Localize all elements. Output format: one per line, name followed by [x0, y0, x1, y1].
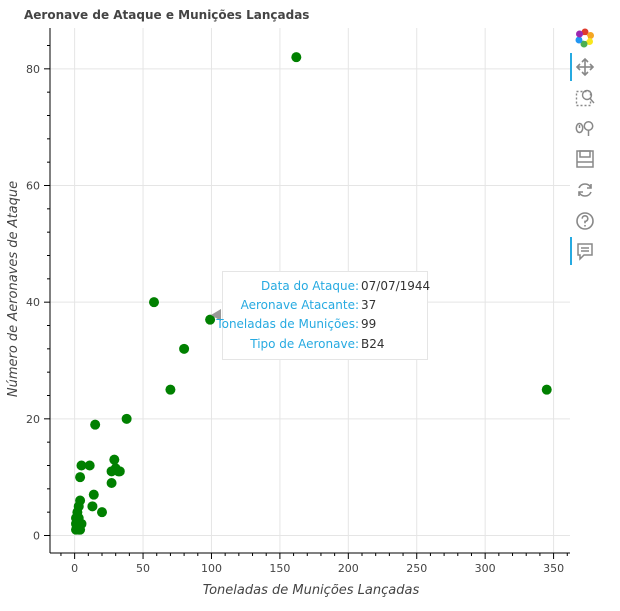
x-tick-label: 250 — [406, 562, 427, 575]
x-tick-label: 0 — [71, 562, 78, 575]
tooltip-key: Tipo de Aeronave: — [250, 337, 359, 351]
scatter-point[interactable] — [90, 419, 101, 430]
tooltip-key: Aeronave Atacante: — [240, 298, 359, 312]
pan-tool-icon[interactable] — [570, 53, 600, 81]
tooltip-row-type: Tipo de Aeronave: B24 — [223, 337, 429, 353]
scatter-point[interactable] — [149, 297, 159, 308]
scatter-point[interactable] — [179, 343, 190, 354]
scatter-point[interactable] — [75, 472, 86, 483]
bokeh-logo-icon[interactable] — [570, 24, 600, 52]
hover-tooltip: Data do Ataque: 07/07/1944 Aeronave Atac… — [216, 271, 431, 360]
tick-labels: 0 50 100 150 200 250 300 350 0 20 40 60 80 — [26, 63, 564, 575]
x-tick-label: 50 — [136, 562, 150, 575]
reset-tool-icon[interactable] — [570, 176, 600, 204]
y-tick-label: 0 — [33, 530, 40, 543]
scatter-point[interactable] — [97, 507, 107, 518]
x-tick-label: 300 — [475, 562, 496, 575]
y-tick-label: 20 — [26, 413, 40, 426]
scatter-point[interactable] — [165, 384, 176, 395]
y-tick-label: 80 — [26, 63, 40, 76]
chart-title: Aeronave de Ataque e Munições Lançadas — [24, 8, 309, 22]
x-tick-label: 350 — [543, 562, 564, 575]
scatter-point[interactable] — [87, 501, 98, 512]
tooltip-value: 37 — [361, 298, 377, 312]
y-axis-label: Número de Aeronaves de Ataque — [6, 181, 21, 397]
tooltip-row-tons: Toneladas de Munições: 99 — [216, 317, 429, 333]
tooltip-row-date: Data do Ataque: 07/07/1944 — [223, 279, 431, 295]
x-axis-label: Toneladas de Munições Lançadas — [203, 583, 420, 598]
scatter-point[interactable] — [88, 489, 99, 500]
scatter-point[interactable] — [541, 384, 552, 395]
save-tool-icon[interactable] — [570, 145, 600, 173]
y-tick-label: 40 — [26, 296, 40, 309]
scatter-point[interactable] — [72, 521, 83, 532]
tooltip-value: B24 — [361, 337, 385, 351]
x-tick-label: 200 — [338, 562, 359, 575]
tooltip-key: Data do Ataque: — [261, 279, 359, 293]
scatter-point[interactable] — [114, 466, 125, 477]
hover-tool-icon[interactable] — [570, 237, 600, 265]
tooltip-row-aircraft: Aeronave Atacante: 37 — [223, 298, 429, 314]
scatter-point[interactable] — [121, 413, 132, 424]
scatter-point[interactable] — [76, 460, 87, 471]
scatter-point[interactable] — [291, 52, 302, 63]
axes — [44, 28, 570, 559]
box-zoom-tool-icon[interactable] — [570, 84, 600, 112]
tooltip-value: 07/07/1944 — [361, 279, 431, 293]
y-tick-label: 60 — [26, 180, 40, 193]
help-tool-icon[interactable] — [570, 207, 600, 235]
scatter-point[interactable] — [109, 454, 120, 465]
x-tick-label: 150 — [269, 562, 290, 575]
scatter-point[interactable] — [106, 478, 117, 488]
tooltip-arrow — [211, 309, 221, 321]
tooltip-key: Toneladas de Munições: — [216, 317, 359, 331]
wheel-zoom-tool-icon[interactable] — [570, 114, 600, 142]
data-points — [71, 52, 552, 535]
scatter-point[interactable] — [84, 460, 95, 471]
x-tick-label: 100 — [201, 562, 222, 575]
tooltip-value: 99 — [361, 317, 377, 331]
